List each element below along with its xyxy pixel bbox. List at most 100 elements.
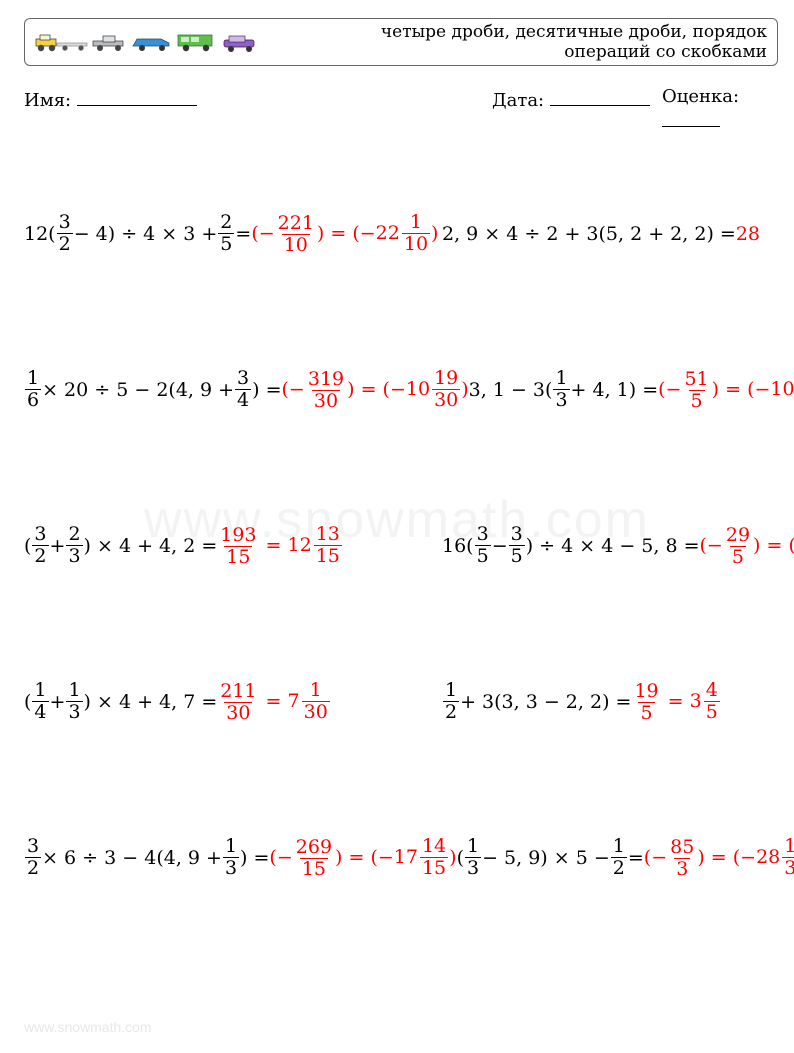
expr-text: + 3(3, 3 − 2, 2) = [460,691,631,713]
fraction: 32 [57,213,73,254]
expr-text: ( [457,847,464,869]
mixed-number: 171415 [394,837,449,878]
expr-text: ) = (− [347,378,406,400]
expr-text: (− [658,378,681,400]
answer: 28 [736,223,760,245]
expr-text: (− [251,222,274,244]
expr-text: ) = (− [335,846,394,868]
problem-grid: 12(32 − 4) ÷ 4 × 3 + 25 = (−22110) = (−2… [24,156,782,936]
expr-text: ) ÷ 4 × 4 − 5, 8 = [526,535,700,557]
expr-text: (− [269,846,292,868]
answer: 195 = 345 [631,681,720,723]
score-label: Оценка: [662,86,739,107]
expr-text: × 20 ÷ 5 − 2(4, 9 + [42,379,234,401]
car-icon [91,33,129,53]
answer: 21130 = 7130 [217,681,331,723]
fraction: 35 [475,525,491,566]
fraction: 853 [668,838,696,879]
expr-text: + [50,691,66,713]
expr-text: 2, 9 × 4 ÷ 2 + 3(5, 2 + 2, 2) = [442,223,736,245]
expr-text: ) [431,222,438,244]
answer: (−515) = (−1015) [658,369,794,411]
expr-text: + 4, 1) = [571,379,659,401]
expr-text: (− [700,534,723,556]
name-underline [77,86,197,106]
fraction: 32 [25,837,41,878]
fraction: 13 [553,369,569,410]
expr-text: − 5, 9) × 5 − [482,847,610,869]
expr-text: − [492,535,508,557]
problem-row: 12(32 − 4) ÷ 4 × 3 + 25 = (−22110) = (−2… [24,156,782,312]
expr-text: ) = (− [697,846,756,868]
fraction: 25 [218,213,234,254]
expr-text: (− [644,846,667,868]
expr-text: = [260,534,288,556]
expr-text: ) × 4 + 4, 2 = [84,535,218,557]
expr-text: 28 [736,223,760,245]
date-underline [550,86,650,106]
fraction: 23 [66,525,82,566]
answer: (−295) = (−545 [700,525,794,567]
answer: (−853) = (−2813) [644,837,794,879]
expr-text: 16( [442,535,474,557]
date-label: Дата: [492,90,544,111]
mixed-number: 121315 [288,525,343,566]
fraction: 19315 [218,526,258,567]
mixed-number: 101930 [406,369,461,410]
car-icon [175,31,219,53]
mixed-number: 345 [690,681,721,722]
name-label: Имя: [24,90,71,111]
fraction: 32 [32,525,48,566]
fraction: 13 [465,837,481,878]
problem-cell: 16(35 − 35) ÷ 4 × 4 − 5, 8 = (−295) = (−… [442,525,794,567]
problem-row: 16 × 20 ÷ 5 − 2(4, 9 + 34) = (−31930) = … [24,312,782,468]
fraction: 21130 [218,682,258,723]
problem-cell: 2, 9 × 4 ÷ 2 + 3(5, 2 + 2, 2) = 28 [442,223,782,245]
expr-text: × 6 ÷ 3 − 4(4, 9 + [42,847,222,869]
problem-cell: 16 × 20 ÷ 5 − 2(4, 9 + 34) = (−31930) = … [24,369,469,411]
title-line1: четыре дроби, десятичные дроби, порядок [271,22,767,42]
problem-row: (14 + 13) × 4 + 4, 7 = 21130 = 713012 + … [24,624,782,780]
score-field: Оценка: [662,86,782,132]
answer: (−22110) = (−22110) [251,213,438,255]
fraction: 31930 [306,370,346,411]
expr-text: ) [449,846,456,868]
mixed-number: 7130 [288,681,331,722]
answer: (−26915) = (−171415) [269,837,456,879]
fraction: 12 [443,681,459,722]
fraction: 34 [235,369,251,410]
expr-text: (− [282,378,305,400]
fraction: 26915 [294,838,334,879]
car-icons [35,31,261,53]
problem-row: (32 + 23) × 4 + 4, 2 = 19315 = 12131516(… [24,468,782,624]
expr-text: − 4) ÷ 4 × 3 + [74,223,218,245]
car-icon [131,33,173,53]
footer-link: www.snowmath.com [24,1019,152,1035]
fraction: 22110 [276,214,316,255]
expr-text: = [235,223,251,245]
problem-cell: 3, 1 − 3(13 + 4, 1) = (−515) = (−1015) [469,369,794,411]
name-field: Имя: [24,86,492,132]
expr-text: 3, 1 − 3( [469,379,553,401]
fraction: 14 [32,681,48,722]
mixed-number: 22110 [376,213,431,254]
expr-text: = [260,690,288,712]
expr-text: ) = [240,847,269,869]
expr-text: + [50,535,66,557]
expr-text: = [628,847,644,869]
fraction: 295 [724,526,752,567]
answer: (−31930) = (−101930) [282,369,469,411]
problem-cell: (13 − 5, 9) × 5 − 12 = (−853) = (−2813) [457,837,794,879]
problem-cell: (32 + 23) × 4 + 4, 2 = 19315 = 121315 [24,525,442,567]
expr-text: ) × 4 + 4, 7 = [84,691,218,713]
car-icon [35,33,89,53]
problem-cell: 32 × 6 ÷ 3 − 4(4, 9 + 13) = (−26915) = (… [24,837,457,879]
fraction: 16 [25,369,41,410]
worksheet-title: четыре дроби, десятичные дроби, порядок … [261,22,767,63]
problem-cell: (14 + 13) × 4 + 4, 7 = 21130 = 7130 [24,681,442,723]
expr-text: ( [24,691,31,713]
fraction: 195 [632,682,660,723]
expr-text: ) = [252,379,281,401]
problem-cell: 12 + 3(3, 3 − 2, 2) = 195 = 345 [442,681,782,723]
fraction: 13 [223,837,239,878]
